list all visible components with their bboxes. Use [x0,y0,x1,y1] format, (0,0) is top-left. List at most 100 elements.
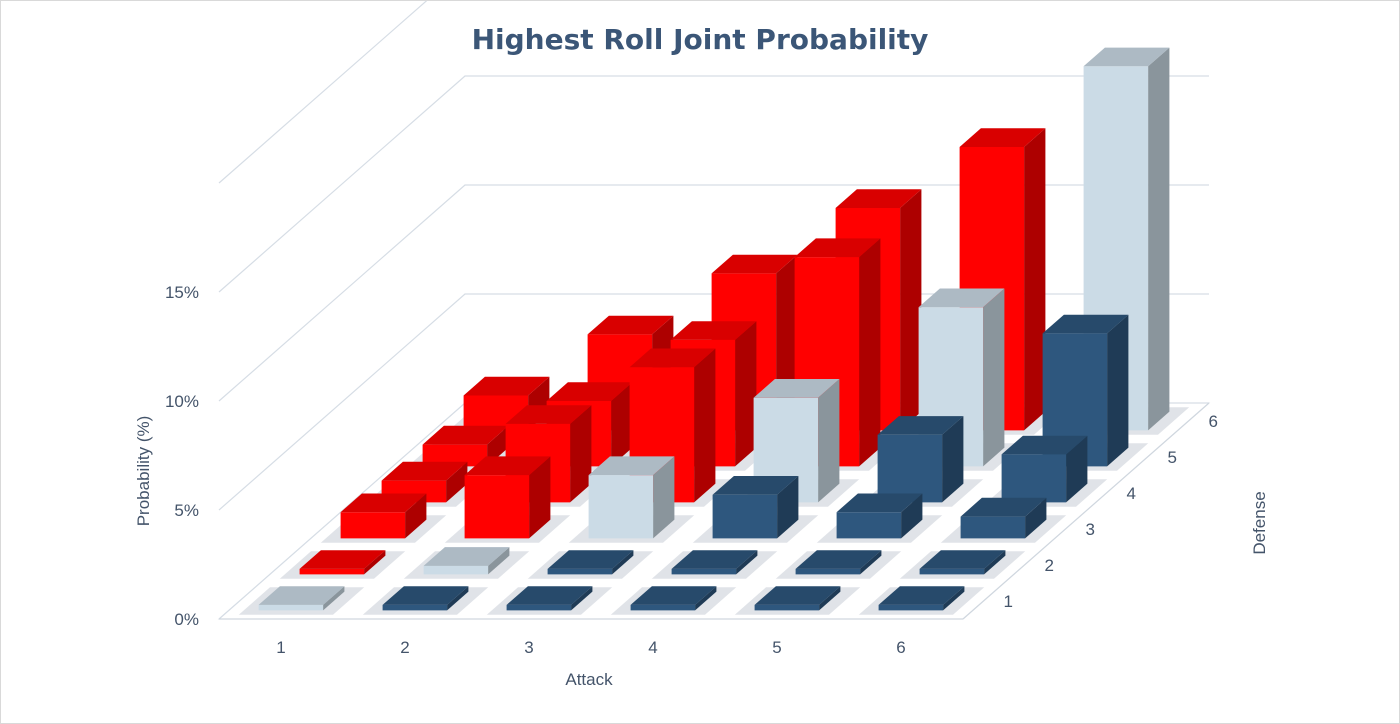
bar-attack-2-defense-2 [403,547,530,579]
bar-front [960,516,1026,539]
bar-side [777,476,799,539]
z-tick-label: 2 [1045,556,1054,575]
bar-front [878,604,944,611]
bar-side [1107,314,1129,467]
bar-attack-6-defense-4 [981,435,1108,507]
bar-front [1042,333,1108,467]
z-tick-label: 3 [1086,520,1095,539]
bar-side [695,586,717,611]
bar-attack-1-defense-1 [238,586,365,615]
bar-side [447,586,469,611]
bar-side [653,456,675,539]
bar-top [1083,47,1170,67]
bar-top [1001,435,1088,455]
bar-side [1024,128,1046,431]
bar-side [323,586,345,611]
bar-attack-2-defense-1 [362,586,489,615]
bar-front [258,604,324,611]
bar-top [629,348,716,368]
bar-side [735,321,757,467]
bar-front [340,512,406,539]
bar-side [860,550,882,575]
bar-attack-2-defense-3 [444,456,571,543]
bar-top [299,550,386,569]
bar-top [587,315,674,335]
bar-top [423,547,510,566]
bar-front [1001,454,1067,503]
bar-top [795,550,882,569]
bar-top [506,586,593,605]
bar-top [671,550,758,569]
bar-top [754,586,841,605]
bar-side [694,348,716,503]
bar-front [423,565,489,575]
bar-front [382,604,448,611]
bar-top [546,382,633,401]
bar-front [464,475,530,539]
bar-front [299,568,365,575]
bar-top [1042,314,1129,334]
bar-side [736,550,758,575]
bar-side [900,189,922,431]
bar-top [877,416,964,435]
bar-front [919,568,985,575]
bar-front [754,604,820,611]
bar-attack-1-defense-2 [279,550,406,579]
z-tick-label: 1 [1004,592,1013,611]
gridline [218,1,428,184]
bar-front [630,604,696,611]
bar-top [258,586,345,605]
bar-attack-3-defense-2 [527,550,654,579]
bar-top [753,379,840,398]
bar-attack-4-defense-1 [610,586,737,615]
bar-top [711,254,798,274]
bar-side [1066,435,1088,503]
bar-top [960,497,1047,517]
bar-attack-5-defense-2 [775,550,902,579]
bar-front [422,444,488,467]
bar-top [340,493,427,513]
bars-layer [238,47,1190,615]
bar-side [1025,497,1047,539]
y-tick-label: 5% [174,501,199,520]
bar-top [463,376,550,396]
z-axis-title: Defense [1250,491,1269,554]
bar-side [612,550,634,575]
bar-side [611,382,633,467]
bar-side [529,456,551,539]
x-tick-label: 4 [648,638,657,657]
z-tick-label: 6 [1209,412,1218,431]
bar-top [836,493,923,513]
x-tick-label: 3 [524,638,533,657]
bar-attack-4-defense-2 [651,550,778,579]
x-tick-label: 5 [772,638,781,657]
bar-side [983,288,1005,467]
bar-side [364,550,386,575]
bar-top [835,189,922,208]
bar-side [901,493,923,539]
y-tick-label: 10% [165,392,199,411]
floor-side-edge [962,402,1210,620]
bar-side [984,550,1006,575]
bar-front [712,494,778,539]
z-tick-label: 5 [1168,448,1177,467]
bar-front [836,512,902,539]
x-tick-label: 6 [896,638,905,657]
bar-top [712,476,799,495]
bar-front [547,568,613,575]
x-axis-title: Attack [565,670,613,689]
bar-attack-4-defense-3 [692,476,819,543]
bar-side [1148,47,1170,431]
bar-side [818,379,840,503]
bar-top [794,238,881,258]
gridline [218,75,1209,293]
bar-side [446,461,468,503]
bar-top [381,461,468,481]
bar-top [422,425,509,445]
bar-side [859,238,881,467]
bar-attack-3-defense-3 [568,456,695,543]
labels-layer: 0% 5% 10% 15% 1 2 3 4 5 6 1 2 3 4 5 6 Attack Probability … [134,283,1269,689]
bar-attack-3-defense-1 [486,586,613,615]
